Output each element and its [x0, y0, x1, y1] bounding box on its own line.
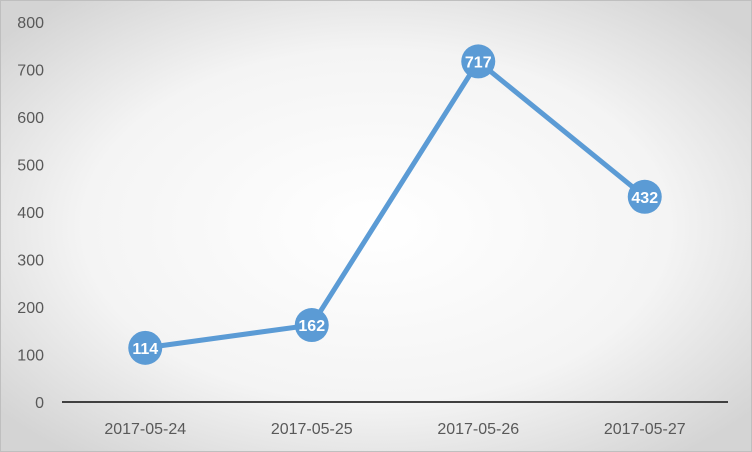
y-tick-label: 300: [17, 253, 44, 270]
series-line: [144, 58, 647, 351]
x-tick-label: 2017-05-25: [271, 421, 353, 438]
y-tick-label: 700: [17, 63, 44, 80]
y-tick-label: 600: [17, 110, 44, 127]
data-label: 114: [132, 341, 158, 358]
y-tick-label: 500: [17, 158, 44, 175]
x-tick-label: 2017-05-26: [437, 421, 519, 438]
data-point-marker: [627, 179, 662, 214]
data-label: 162: [298, 318, 325, 335]
data-label: 432: [631, 190, 658, 207]
y-tick-label: 800: [17, 15, 44, 32]
data-label: 717: [465, 54, 492, 71]
data-point-marker: [294, 308, 329, 343]
y-tick-label: 0: [35, 395, 44, 412]
x-tick-label: 2017-05-27: [604, 421, 686, 438]
y-tick-label: 100: [17, 348, 44, 365]
y-tick-label: 400: [17, 205, 44, 222]
y-tick-label: 200: [17, 300, 44, 317]
data-point-marker: [128, 330, 163, 365]
data-point-marker: [461, 44, 496, 79]
x-tick-label: 2017-05-24: [104, 421, 186, 438]
